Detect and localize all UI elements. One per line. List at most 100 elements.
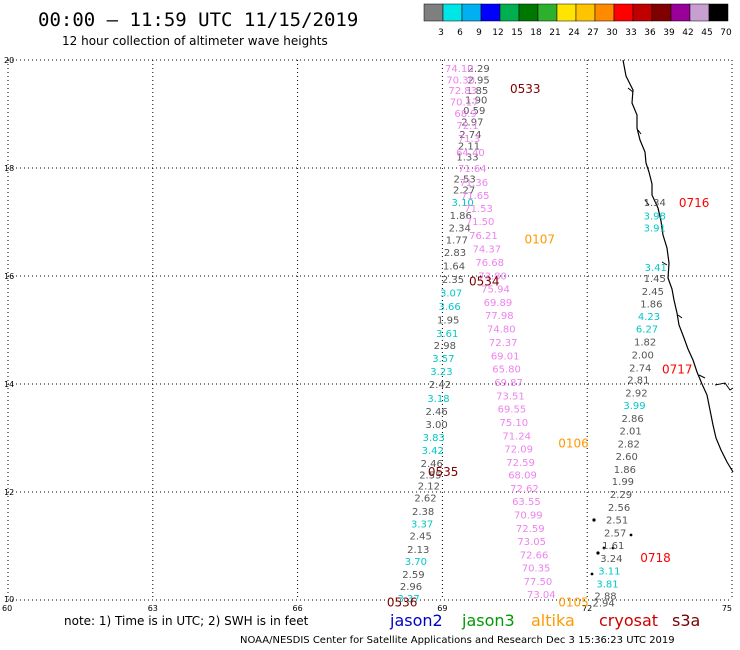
- wave-height-value: 2.96: [400, 582, 422, 593]
- wave-height-value: 2.88: [594, 592, 616, 603]
- wave-height-value: 63.55: [512, 497, 541, 508]
- wave-height-value: 1.33: [456, 153, 478, 164]
- colorbar-swatch: [556, 3, 577, 22]
- wave-height-value: 2.74: [459, 130, 481, 141]
- wave-height-value: 2.92: [625, 389, 647, 400]
- wave-height-value: 76.21: [469, 231, 498, 242]
- colorbar-label: 33: [625, 28, 636, 38]
- wave-height-value: 2.45: [642, 287, 664, 298]
- colorbar-label: 27: [587, 28, 598, 38]
- colorbar-swatch: [480, 3, 501, 22]
- wave-height-value: 70.17: [450, 98, 479, 109]
- wave-height-value: 71.3: [458, 134, 480, 145]
- wave-height-value: 71.50: [466, 217, 495, 228]
- wave-height-value: 2.86: [621, 414, 643, 425]
- wave-height-value: 1.45: [644, 274, 666, 285]
- wave-height-value: 2.35: [442, 275, 464, 286]
- wave-height-value: 1.77: [446, 235, 468, 246]
- wave-height-value: 3.37: [411, 519, 433, 530]
- y-tick-label: 18: [4, 164, 14, 173]
- wave-height-value: 3.57: [432, 354, 454, 365]
- wave-height-value: 1.99: [612, 477, 634, 488]
- footer-note: note: 1) Time is in UTC; 2) SWH is in fe…: [64, 614, 309, 628]
- track-time-label: 0106: [558, 436, 589, 450]
- colorbar-swatch: [708, 3, 729, 22]
- wave-height-value: 1.86: [640, 300, 662, 311]
- wave-height-value: 1.82: [634, 337, 656, 348]
- wave-height-value: 2.95: [467, 75, 489, 86]
- wave-height-value: 72.09: [504, 444, 533, 455]
- colorbar-label: 6: [457, 28, 463, 38]
- track-time-label: 0533: [510, 82, 541, 96]
- wave-height-value: 3.24: [600, 554, 622, 565]
- colorbar-swatch: [518, 3, 539, 22]
- wave-height-value: 2.62: [414, 493, 436, 504]
- wave-height-value: 71.24: [502, 431, 531, 442]
- coastline: [622, 59, 734, 473]
- wave-height-value: 70.30: [446, 75, 475, 86]
- colorbar-swatch: [499, 3, 520, 22]
- colorbar-label: 12: [492, 28, 503, 38]
- wave-height-value: 6.27: [636, 324, 658, 335]
- wave-height-value: 3.99: [623, 401, 645, 412]
- wave-height-value: 3.81: [596, 579, 618, 590]
- wave-height-value: 71.65: [461, 191, 490, 202]
- chart-title: 00:00 – 11:59 UTC 11/15/2019: [38, 9, 358, 31]
- wave-height-value: 77.50: [524, 577, 553, 588]
- wave-height-value: 3.41: [645, 263, 667, 274]
- wave-height-value: 3.42: [422, 446, 444, 457]
- coastline-detail: [627, 87, 734, 391]
- wave-height-value: 72.83: [448, 86, 477, 97]
- wave-height-value: 2.55: [419, 471, 441, 482]
- wave-height-value: 3.00: [425, 420, 447, 431]
- wave-height-value: 74.10: [445, 64, 474, 75]
- track-time-label: 0534: [469, 274, 500, 288]
- y-tick-label: 20: [4, 56, 14, 65]
- wave-height-value: 3.70: [405, 557, 427, 568]
- wave-height-value: 3.98: [644, 212, 666, 223]
- colorbar-swatch: [651, 3, 672, 22]
- wave-height-value: 72.59: [516, 524, 545, 535]
- x-tick-label: 63: [148, 604, 158, 613]
- wave-height-value: 2.00: [632, 350, 654, 361]
- track-time-label: 0717: [662, 362, 693, 376]
- colorbar-label: 39: [663, 28, 675, 38]
- track-time-label: 0718: [640, 551, 671, 565]
- wave-height-value: 2.45: [410, 532, 432, 543]
- wave-height-value: 2.01: [620, 426, 642, 437]
- wave-height-value: 72.62: [510, 484, 539, 495]
- colorbar-label: 30: [606, 28, 618, 38]
- wave-height-value: 72.37: [489, 338, 518, 349]
- colorbar-swatch: [461, 3, 482, 22]
- colorbar-label: 9: [476, 28, 482, 38]
- track-time-label: 0716: [679, 196, 710, 210]
- wave-height-value: 64.40: [456, 148, 485, 159]
- wave-height-value: 2.53: [453, 174, 475, 185]
- footer-credit: NOAA/NESDIS Center for Satellite Applica…: [240, 635, 675, 646]
- wave-height-value: 3.83: [423, 433, 445, 444]
- wave-height-value: 0.59: [463, 106, 485, 117]
- colorbar-swatch: [689, 3, 710, 22]
- wave-height-value: 3.66: [439, 302, 461, 313]
- wave-height-value: 2.11: [458, 141, 480, 152]
- wave-height-value: 2.60: [616, 452, 638, 463]
- wave-height-value: 73.05: [517, 537, 546, 548]
- wave-height-value: 1.95: [437, 316, 459, 327]
- wave-height-value: 65.80: [492, 364, 521, 375]
- wave-height-value: 2.59: [402, 570, 424, 581]
- colorbar-swatch: [613, 3, 634, 22]
- satellite-legend-item: altika: [531, 611, 575, 630]
- wave-height-value: 76.68: [475, 258, 504, 269]
- wave-height-value: 2.46: [425, 407, 447, 418]
- y-tick-label: 16: [4, 272, 14, 281]
- track-time-labels: 0533 0107 0534 0716 0717 0106 0535 0718 0536 0105: [387, 82, 710, 610]
- chart-subtitle: 12 hour collection of altimeter wave hei…: [62, 34, 328, 48]
- satellite-legend-item: cryosat: [599, 611, 658, 630]
- islands: [590, 518, 633, 576]
- wave-height-value: 3.61: [436, 329, 458, 340]
- wave-height-value: 3.11: [598, 566, 620, 577]
- wave-height-value: 1.90: [465, 95, 487, 106]
